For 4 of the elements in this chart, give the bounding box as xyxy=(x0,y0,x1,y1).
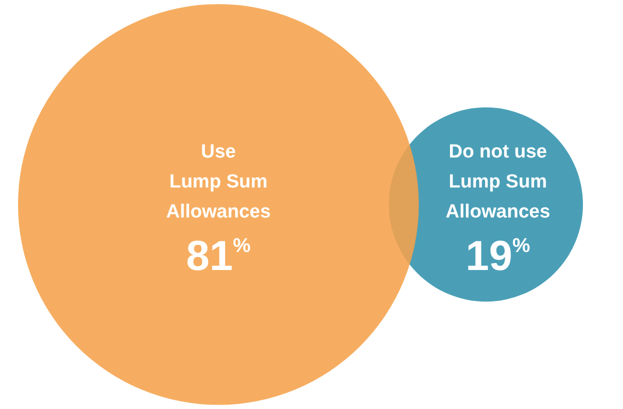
data-label: 81% xyxy=(186,232,251,280)
category-label: Use Lump Sum Allowances xyxy=(166,142,271,223)
data-label: 19% xyxy=(466,232,530,280)
category-label: Do not use Lump Sum Allowances xyxy=(446,142,550,223)
